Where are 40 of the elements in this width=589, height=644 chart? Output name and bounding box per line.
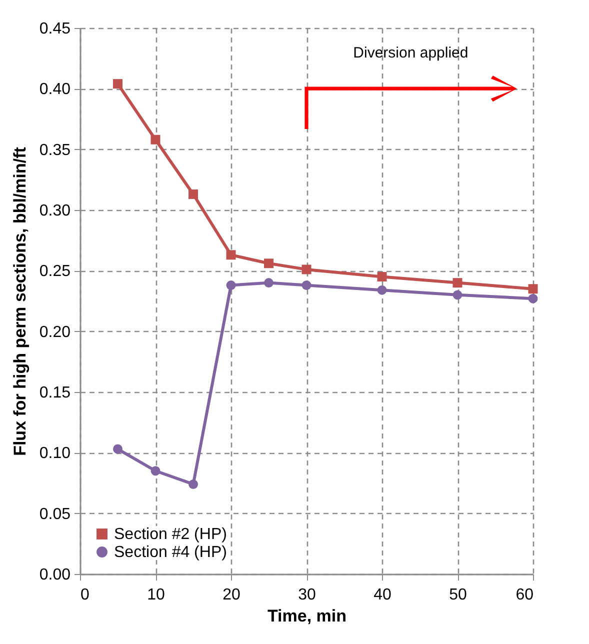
- y-axis-title: Flux for high perm sections, bbl/min/ft: [10, 146, 30, 456]
- x-tick-label: 30: [298, 586, 316, 604]
- legend-label: Section #2 (HP): [114, 526, 227, 543]
- point: [528, 284, 538, 294]
- y-tick-label: 0.40: [39, 81, 71, 98]
- point: [377, 285, 387, 295]
- point: [150, 134, 160, 144]
- point: [113, 79, 122, 89]
- point: [452, 278, 462, 288]
- point: [302, 280, 312, 290]
- y-tick-label: 0.05: [39, 506, 71, 523]
- point: [226, 280, 236, 290]
- point: [113, 444, 122, 454]
- annotation: Diversion applied: [353, 44, 468, 62]
- x-tick-label: 50: [449, 586, 467, 604]
- x-tick-label: 20: [222, 586, 240, 604]
- point: [264, 258, 274, 268]
- x-axis-title: Time, min: [267, 606, 347, 626]
- point: [226, 250, 236, 260]
- point: [264, 278, 274, 288]
- y-tick-label: 0.30: [39, 202, 71, 220]
- y-tick-label: 0.45: [39, 20, 71, 38]
- point: [452, 290, 462, 300]
- y-tick-label: 0.15: [39, 384, 71, 402]
- y-tick-label: 0.25: [39, 263, 71, 280]
- point: [188, 189, 198, 199]
- y-tick-label: 0.10: [39, 445, 71, 462]
- point: [377, 272, 387, 282]
- x-tick-label: 10: [147, 586, 165, 604]
- legend-label: Section #4 (HP): [114, 544, 227, 561]
- point: [528, 294, 538, 304]
- y-tick-label: 0.20: [39, 324, 71, 341]
- y-tick-label: 0.35: [39, 142, 71, 159]
- point: [150, 466, 160, 476]
- point: [188, 479, 198, 489]
- point: [302, 264, 312, 274]
- x-tick-label: 40: [374, 586, 392, 604]
- y-tick-label: 0.00: [39, 566, 71, 584]
- x-tick-label: 60: [516, 586, 534, 604]
- x-tick-label: 0: [80, 586, 90, 604]
